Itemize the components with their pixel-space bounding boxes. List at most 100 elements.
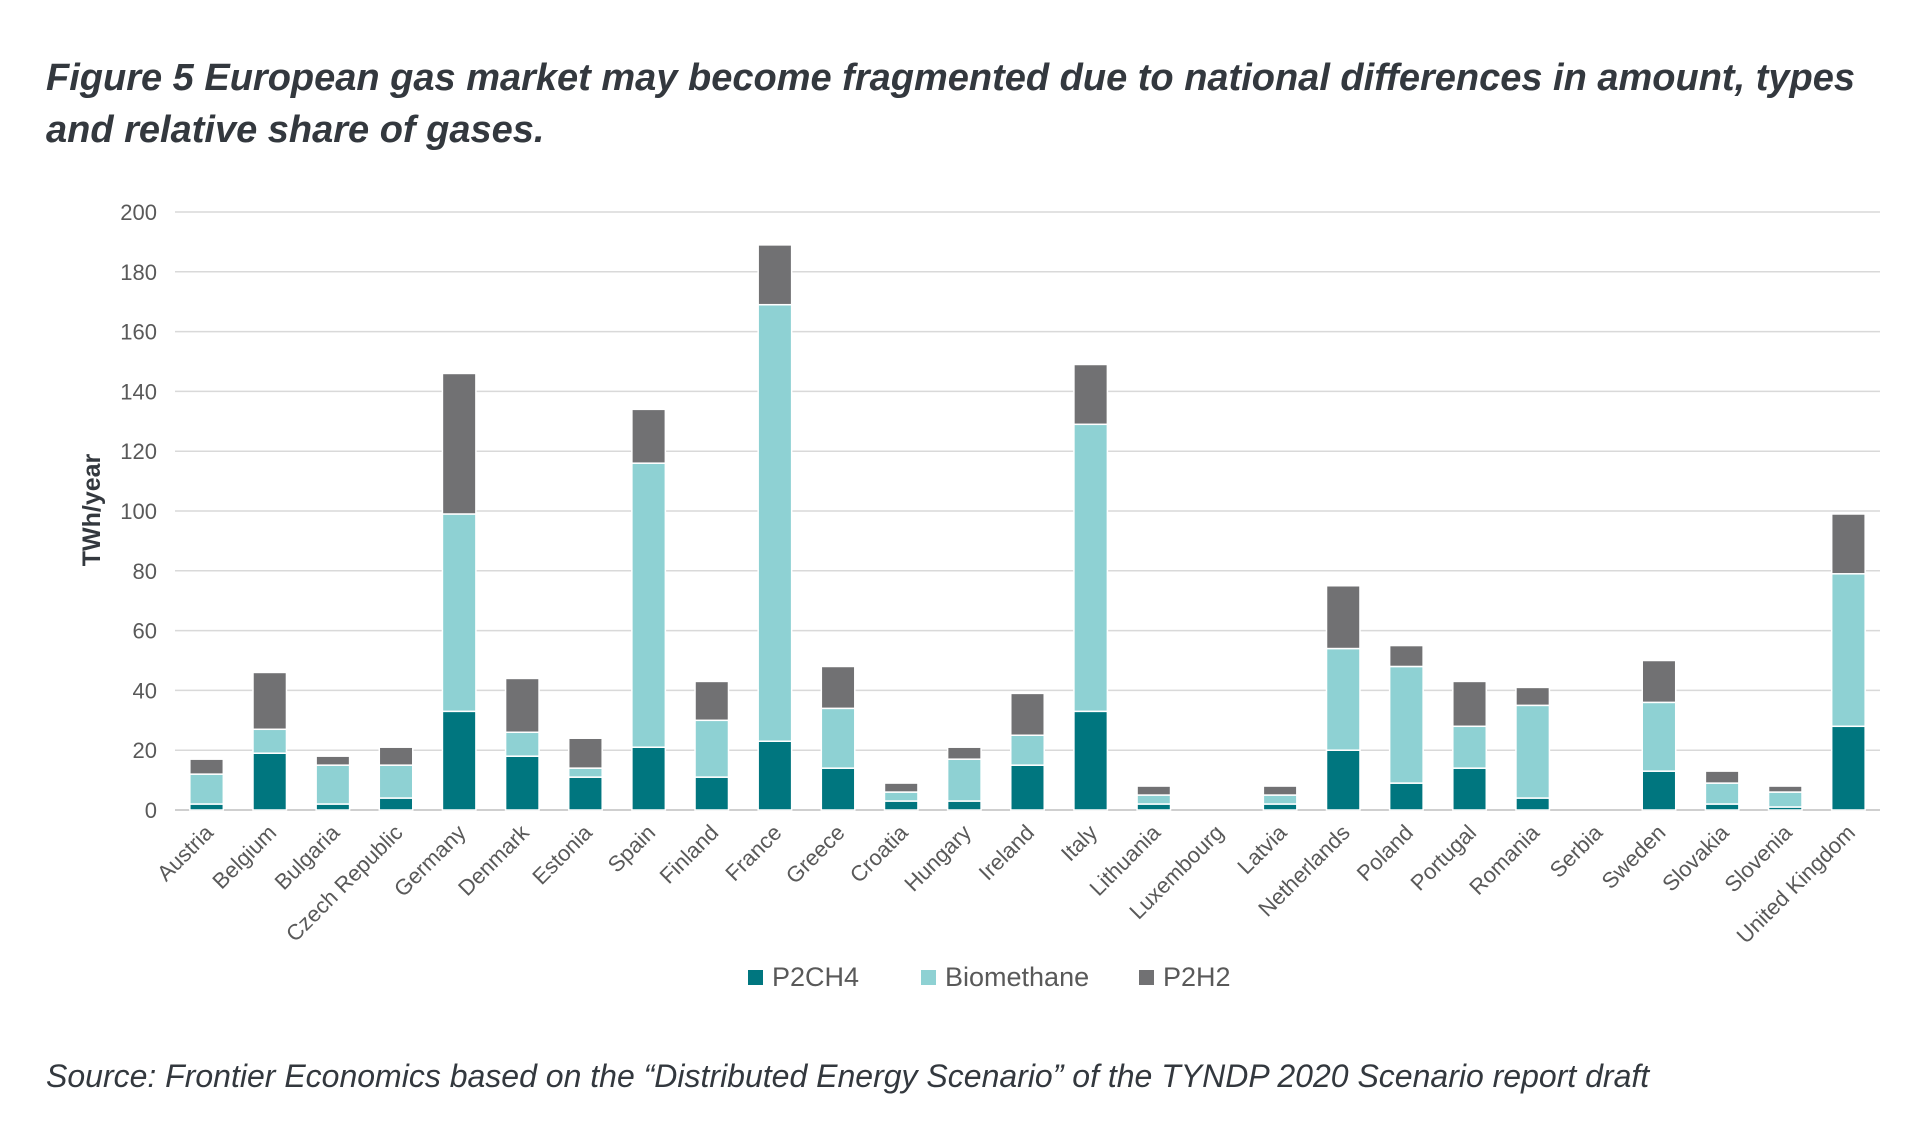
- bar-segment: [820, 767, 856, 811]
- bar-segment: [252, 728, 288, 754]
- source-note: Source: Frontier Economics based on the …: [46, 1058, 1650, 1094]
- bar-segment: [1515, 704, 1551, 799]
- bar-segment: [1767, 785, 1803, 793]
- bar-segment: [1262, 803, 1298, 811]
- bar-segment: [694, 719, 730, 778]
- x-tick-label: France: [720, 820, 786, 886]
- bar-segment: [1325, 585, 1361, 650]
- bar-segment: [1136, 794, 1172, 805]
- bar-segment: [504, 731, 540, 757]
- bar-segment: [1641, 701, 1677, 772]
- bar-segment: [378, 797, 414, 811]
- x-tick-label: Belgium: [207, 820, 281, 894]
- legend-label: P2CH4: [772, 962, 859, 992]
- x-tick-label: Greece: [781, 820, 850, 889]
- bar-segment: [757, 244, 793, 306]
- y-tick-label: 40: [133, 678, 157, 703]
- legend-label: P2H2: [1163, 962, 1231, 992]
- legend-swatch: [921, 970, 936, 985]
- bar-segment: [504, 677, 540, 734]
- bar-segment: [820, 707, 856, 769]
- bar-stacks: [189, 244, 1866, 811]
- bar-segment: [1452, 767, 1488, 811]
- bar-segment: [1452, 680, 1488, 728]
- bar-segment: [946, 800, 982, 811]
- x-tick-label: Finland: [655, 820, 724, 889]
- x-tick-label: Denmark: [453, 819, 534, 900]
- bar-segment: [189, 773, 225, 805]
- bar-segment: [1641, 770, 1677, 811]
- bar-segment: [694, 776, 730, 811]
- bar-segment: [441, 372, 477, 515]
- y-tick-label: 20: [133, 738, 157, 763]
- bar-segment: [946, 746, 982, 760]
- bar-segment: [1704, 782, 1740, 805]
- bar-segment: [378, 764, 414, 799]
- legend-swatch: [1139, 970, 1154, 985]
- bar-segment: [883, 800, 919, 811]
- bar-segment: [1073, 423, 1109, 713]
- bar-segment: [252, 671, 288, 731]
- bar-segment: [757, 303, 793, 742]
- y-tick-label: 80: [133, 559, 157, 584]
- bar-segment: [631, 462, 667, 748]
- bar-segment: [252, 752, 288, 811]
- bar-segment: [694, 680, 730, 722]
- bar-segment: [315, 803, 351, 811]
- bar-segment: [1830, 513, 1866, 575]
- bar-segment: [315, 755, 351, 766]
- bar-segment: [1515, 797, 1551, 811]
- legend-swatch: [748, 970, 763, 985]
- bar-segment: [1325, 749, 1361, 811]
- bar-segment: [1452, 725, 1488, 769]
- x-tick-label: Slovakia: [1657, 819, 1734, 896]
- y-tick-label: 120: [120, 439, 157, 464]
- legend: P2CH4 Biomethane P2H2: [748, 962, 1231, 992]
- y-tick-label: 200: [120, 200, 157, 225]
- bar-segment: [1073, 363, 1109, 426]
- bar-segment: [883, 791, 919, 802]
- bar-segment: [1704, 803, 1740, 811]
- y-tick-label: 160: [120, 320, 157, 345]
- bar-segment: [1136, 803, 1172, 811]
- y-tick-label: 180: [120, 260, 157, 285]
- x-tick-label: Estonia: [527, 819, 597, 889]
- bar-segment: [189, 758, 225, 775]
- bar-segment: [631, 408, 667, 464]
- legend-label: Biomethane: [945, 962, 1089, 992]
- bar-segment: [1388, 665, 1424, 784]
- bar-segment: [1325, 647, 1361, 751]
- y-tick-label: 60: [133, 619, 157, 644]
- y-tick-label: 100: [120, 499, 157, 524]
- x-tick-label: Spain: [603, 820, 660, 877]
- x-tick-label: Sweden: [1597, 820, 1671, 894]
- bar-segment: [883, 782, 919, 793]
- bar-segment: [567, 737, 603, 769]
- bar-segment: [631, 746, 667, 811]
- bar-segment: [1830, 725, 1866, 811]
- bar-segment: [1262, 785, 1298, 796]
- x-tick-label: Romania: [1464, 819, 1544, 899]
- bar-segment: [1073, 710, 1109, 811]
- bar-segment: [1515, 686, 1551, 707]
- bar-segment: [820, 665, 856, 710]
- bar-segment: [1010, 692, 1045, 737]
- bar-segment: [1767, 791, 1803, 808]
- bar-segment: [504, 755, 540, 811]
- bar-segment: [1830, 573, 1866, 728]
- bar-segment: [1136, 785, 1172, 796]
- bar-segment: [1641, 659, 1677, 704]
- bar-segment: [1704, 770, 1740, 784]
- bar-segment: [441, 513, 477, 713]
- x-tick-label: Ireland: [974, 820, 1039, 885]
- bar-segment: [946, 758, 982, 802]
- chart-title: Figure 5 European gas market may become …: [46, 57, 1855, 151]
- bar-segment: [1010, 764, 1045, 811]
- bar-segment: [189, 803, 225, 811]
- bar-segment: [757, 740, 793, 811]
- bar-segment: [1010, 734, 1045, 766]
- bar-segment: [1262, 794, 1298, 805]
- bar-segment: [1388, 644, 1424, 668]
